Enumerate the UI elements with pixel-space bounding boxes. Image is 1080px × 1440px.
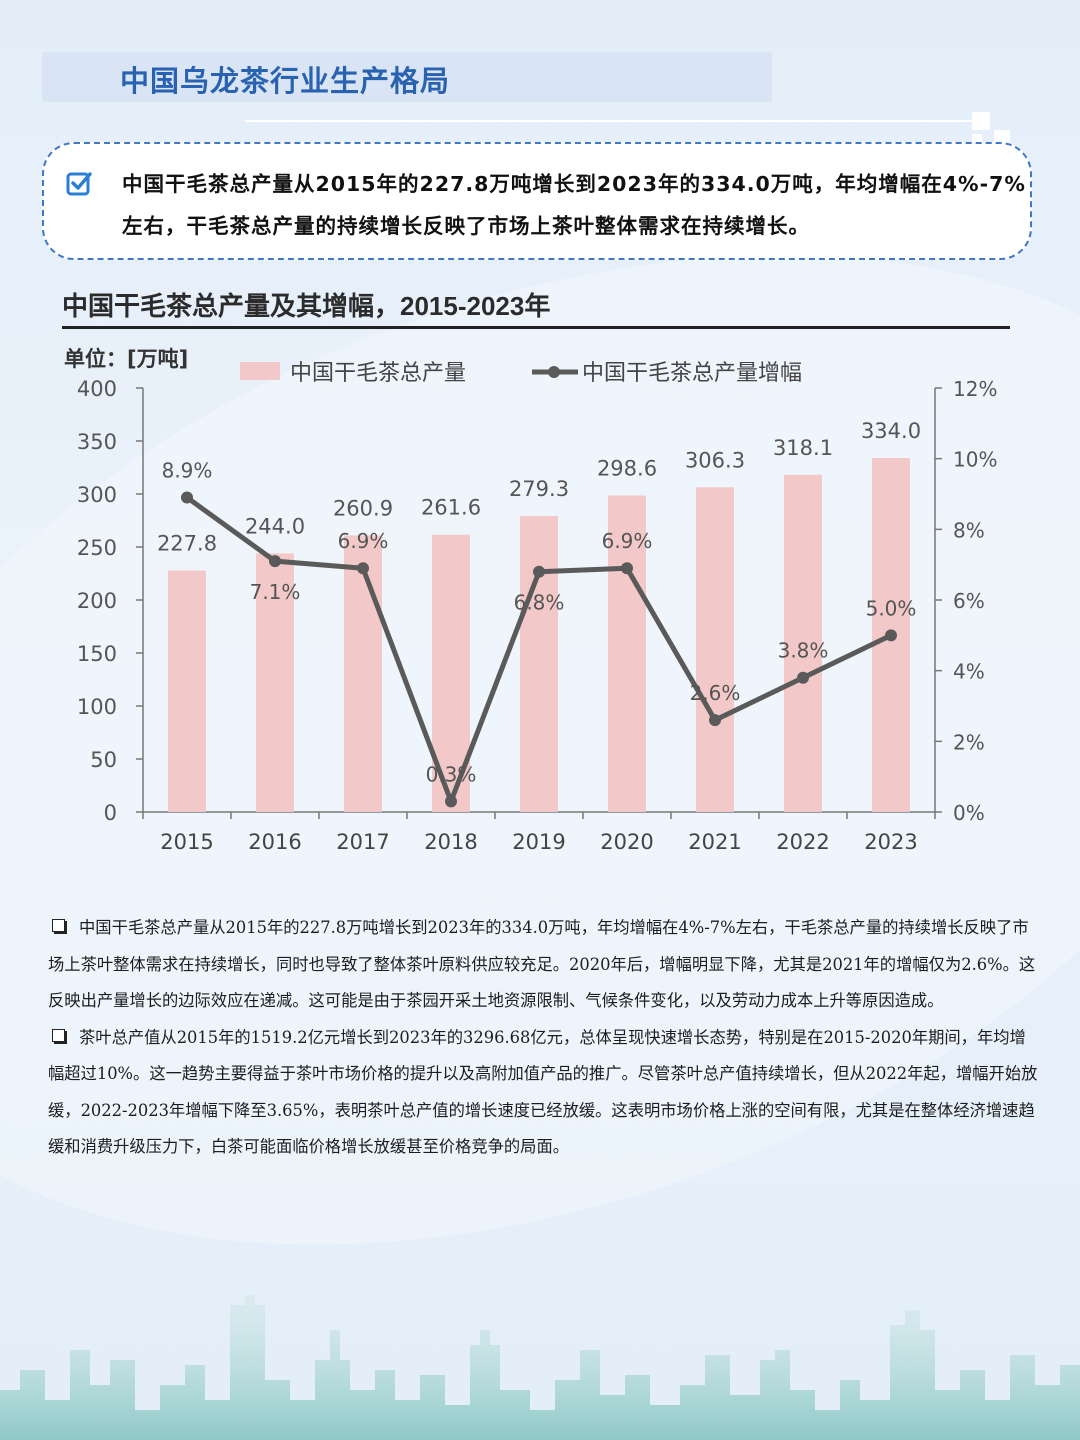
chart-title-rule [62, 326, 1010, 329]
x-tick-label: 2018 [424, 830, 477, 854]
line-value-label: 3.8% [778, 639, 829, 663]
summary-callout [42, 142, 1032, 260]
paragraph-text: 茶叶总产值从2015年的1519.2亿元增长到2023年的3296.68亿元，总… [48, 1027, 1038, 1157]
bar-value-label: 227.8 [157, 532, 217, 556]
paragraph: 茶叶总产值从2015年的1519.2亿元增长到2023年的3296.68亿元，总… [48, 1020, 1038, 1166]
y2-tick-label: 10% [953, 448, 997, 472]
y-tick-label: 100 [77, 695, 117, 719]
chart-unit-label: 单位：[万吨] [64, 347, 188, 371]
x-tick-label: 2017 [336, 830, 389, 854]
x-tick-label: 2020 [600, 830, 653, 854]
header-divider [245, 120, 975, 122]
bar-value-label: 298.6 [597, 456, 657, 480]
y2-tick-label: 8% [953, 518, 985, 542]
y-tick-label: 0 [104, 801, 117, 825]
line-value-label: 8.9% [162, 459, 213, 483]
y-tick-label: 400 [77, 377, 117, 401]
y2-tick-label: 0% [953, 801, 985, 825]
header-band [42, 52, 772, 102]
bar-value-label: 260.9 [333, 496, 393, 520]
y-tick-label: 300 [77, 483, 117, 507]
line-value-label: 6.9% [602, 529, 653, 553]
bar [696, 487, 734, 812]
legend-label-line: 中国干毛茶总产量增幅 [582, 361, 802, 386]
line-point [445, 795, 457, 808]
line-value-label: 6.8% [514, 591, 565, 615]
line-value-label: 7.1% [250, 580, 301, 604]
line-value-label: 2.6% [690, 681, 741, 705]
x-tick-label: 2021 [688, 830, 741, 854]
line-point [621, 562, 633, 575]
bar-value-label: 334.0 [861, 419, 921, 443]
page-title: 中国乌龙茶行业生产格局 [120, 64, 451, 98]
chart-title: 中国干毛茶总产量及其增幅，2015-2023年 [62, 291, 550, 321]
x-tick-label: 2022 [776, 830, 829, 854]
bar [256, 553, 294, 812]
bar-value-label: 261.6 [421, 496, 481, 520]
decor-square [972, 112, 990, 130]
x-tick-label: 2016 [248, 830, 301, 854]
x-tick-label: 2023 [864, 830, 917, 854]
y-tick-label: 350 [77, 430, 117, 454]
line-value-label: 5.0% [866, 596, 917, 620]
line-value-label: 6.9% [338, 529, 389, 553]
line-point [797, 671, 809, 684]
bar [608, 495, 646, 812]
callout-text: 中国干毛茶总产量从2015年的227.8万吨增长到2023年的334.0万吨，年… [122, 172, 1026, 238]
y-tick-label: 50 [90, 748, 117, 772]
decor-square [972, 134, 982, 144]
legend-marker [548, 366, 560, 378]
legend-swatch-bar [240, 362, 280, 380]
y-tick-label: 150 [77, 642, 117, 666]
analysis-text: 中国干毛茶总产量从2015年的227.8万吨增长到2023年的334.0万吨，年… [48, 910, 1038, 1166]
production-chart: 中国干毛茶总产量及其增幅，2015-2023年 单位：[万吨] 中国干毛茶总产量… [62, 291, 1010, 854]
line-value-label: 0.3% [426, 762, 477, 786]
bar [520, 515, 558, 812]
bar-value-label: 318.1 [773, 436, 833, 460]
y2-tick-label: 6% [953, 589, 985, 613]
legend-label-bar: 中国干毛茶总产量 [290, 361, 466, 386]
bar [344, 535, 382, 812]
checkbox-bullet-icon [52, 1028, 65, 1042]
y-tick-label: 200 [77, 589, 117, 613]
y-tick-label: 250 [77, 536, 117, 560]
line-point [885, 629, 897, 642]
y2-tick-label: 2% [953, 730, 985, 754]
paragraph-text: 中国干毛茶总产量从2015年的227.8万吨增长到2023年的334.0万吨，年… [48, 918, 1036, 1010]
bar-value-label: 306.3 [685, 448, 745, 472]
chart-legend: 中国干毛茶总产量 中国干毛茶总产量增幅 [240, 361, 802, 386]
line-point [709, 714, 721, 727]
x-tick-label: 2015 [160, 830, 213, 854]
line-point [357, 562, 369, 575]
line-point [181, 491, 193, 504]
checkbox-bullet-icon [52, 919, 65, 932]
y2-tick-label: 4% [953, 660, 985, 684]
city-skyline-decoration [0, 1295, 1080, 1440]
bar-value-label: 279.3 [509, 477, 569, 501]
bar-value-label: 244.0 [245, 514, 305, 538]
paragraph: 中国干毛茶总产量从2015年的227.8万吨增长到2023年的334.0万吨，年… [48, 910, 1038, 1020]
line-point [269, 555, 281, 568]
line-point [533, 565, 545, 578]
bar [784, 474, 822, 812]
x-tick-label: 2019 [512, 830, 565, 854]
y2-tick-label: 12% [953, 377, 997, 401]
checkbox-icon [66, 172, 92, 196]
bar [168, 570, 206, 812]
